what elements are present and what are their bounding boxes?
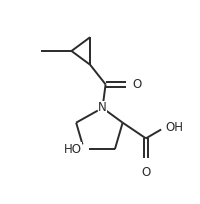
Text: HO: HO — [64, 143, 82, 156]
Text: OH: OH — [165, 121, 183, 134]
Text: N: N — [98, 101, 107, 114]
Text: O: O — [141, 166, 151, 179]
Text: O: O — [133, 78, 142, 91]
